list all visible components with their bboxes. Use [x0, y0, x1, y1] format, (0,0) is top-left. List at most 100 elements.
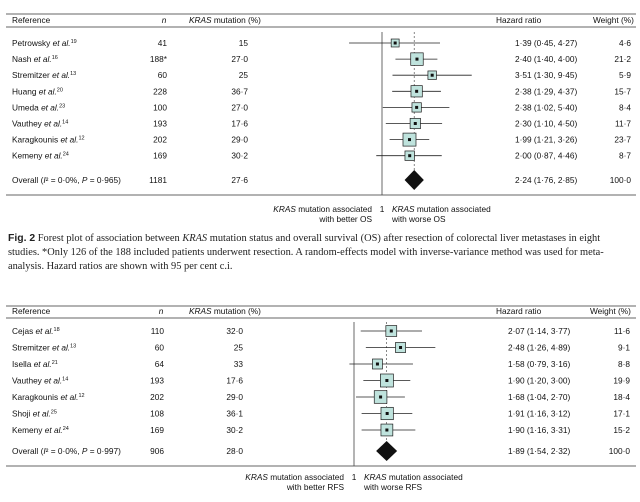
row-weight: 8·7 [619, 151, 631, 161]
row-weight: 18·4 [613, 392, 630, 402]
row-mutation: 29·0 [231, 135, 248, 145]
axis-label-right-2: with worse RFS [363, 482, 423, 492]
row-mutation: 30·2 [231, 151, 248, 161]
row-reference: Huang et al.20 [12, 86, 63, 96]
row-weight: 5·9 [619, 70, 631, 80]
row-mutation: 17·6 [226, 376, 243, 386]
point-estimate-dot [385, 379, 389, 382]
row-weight: 4·6 [619, 38, 631, 48]
point-estimate-dot [413, 122, 417, 125]
caption-lead: Fig. 2 [8, 233, 36, 244]
header-weight: Weight (%) [590, 306, 631, 316]
point-estimate-dot [415, 105, 419, 109]
point-estimate-dot [407, 138, 411, 142]
row-weight: 11·7 [615, 119, 631, 129]
row-hazard-ratio: 2·38 (1·29, 4·37) [515, 86, 577, 96]
header-weight: Weight (%) [593, 15, 634, 25]
axis-label-center: 1 [380, 204, 385, 214]
row-mutation: 27·0 [231, 54, 248, 64]
row-hazard-ratio: 2·48 (1·26, 4·89) [508, 343, 570, 353]
header-reference: Reference [12, 15, 51, 25]
overall-hazard-ratio: 2·24 (1·76, 2·85) [515, 175, 577, 185]
row-hazard-ratio: 1·58 (0·79, 3·16) [508, 359, 570, 369]
row-mutation: 17·6 [231, 119, 248, 129]
row-mutation: 27·0 [231, 102, 248, 112]
row-reference: Kemeny et al.24 [12, 151, 69, 161]
forest-plot-rfs-svg: Reference n KRAS mutation (%) Hazard ratio W… [6, 305, 636, 492]
row-n: 188* [150, 54, 168, 64]
point-estimate-dot [415, 89, 419, 93]
row-hazard-ratio: 1·39 (0·45, 4·27) [515, 38, 577, 48]
row-reference: Isella et al.21 [12, 359, 58, 369]
caption-part2: mutation status and overall survival (OS… [8, 233, 604, 272]
row-mutation: 15 [239, 38, 249, 48]
row-mutation: 36·1 [226, 409, 243, 419]
figure-caption: Fig. 2 Forest plot of association betwee… [8, 232, 634, 274]
row-weight: 15·2 [613, 425, 630, 435]
axis-label-left-2: with better OS [318, 214, 372, 224]
forest-plot-os-svg: Reference n KRAS mutation (%) Hazard ratio W… [6, 13, 636, 224]
overall-hazard-ratio: 1·89 (1·54, 2·32) [508, 446, 570, 456]
point-estimate-dot [375, 362, 379, 366]
row-hazard-ratio: 1·90 (1·20, 3·00) [508, 376, 570, 386]
row-hazard-ratio: 1·99 (1·21, 3·26) [515, 135, 577, 145]
row-reference: Vauthey et al.14 [12, 376, 68, 386]
row-mutation: 36·7 [231, 86, 248, 96]
row-hazard-ratio: 2·30 (1·10, 4·50) [515, 119, 577, 129]
row-mutation: 25 [234, 343, 244, 353]
row-weight: 15·7 [614, 86, 631, 96]
row-mutation: 30·2 [226, 425, 243, 435]
point-estimate-dot [385, 428, 389, 432]
overall-n: 906 [150, 446, 164, 456]
row-weight: 23·7 [614, 135, 631, 145]
axis-label-left-2: with better RFS [286, 482, 345, 492]
row-reference: Shoji et al.25 [12, 409, 57, 419]
caption-kras: KRAS [182, 233, 208, 244]
row-n: 60 [155, 343, 165, 353]
overall-diamond [404, 170, 424, 190]
point-estimate-dot [389, 329, 393, 333]
overall-weight: 100·0 [609, 446, 631, 456]
row-n: 64 [155, 359, 165, 369]
row-mutation: 25 [239, 70, 249, 80]
row-n: 60 [158, 70, 168, 80]
forest-plot-rfs: Reference n KRAS mutation (%) Hazard ratio W… [0, 300, 640, 502]
axis-label-center: 1 [352, 472, 357, 482]
overall-n: 1181 [149, 175, 167, 185]
row-n: 202 [150, 392, 164, 402]
row-weight: 9·1 [618, 343, 630, 353]
row-n: 169 [153, 151, 167, 161]
row-reference: Nash et al.16 [12, 54, 58, 64]
point-estimate-dot [379, 395, 383, 399]
header-n: n [162, 15, 167, 25]
point-estimate-dot [430, 73, 434, 77]
header-reference: Reference [12, 306, 51, 316]
axis-label-left-1: KRAS mutation associated [245, 472, 344, 482]
overall-label: Overall (I² = 0·0%, P = 0·965) [12, 175, 121, 185]
row-weight: 21·2 [614, 54, 631, 64]
row-hazard-ratio: 2·40 (1·40, 4·00) [515, 54, 577, 64]
overall-label: Overall (I² = 0·0%, P = 0·997) [12, 446, 121, 456]
point-estimate-dot [393, 41, 397, 45]
caption-part1: Forest plot of association between [35, 233, 183, 244]
row-mutation: 33 [234, 359, 244, 369]
header-mutation: KRAS mutation (%) [189, 306, 261, 316]
row-hazard-ratio: 1·68 (1·04, 2·70) [508, 392, 570, 402]
row-weight: 11·6 [614, 326, 630, 336]
row-hazard-ratio: 2·00 (0·87, 4·46) [515, 151, 577, 161]
row-n: 202 [153, 135, 167, 145]
row-hazard-ratio: 2·07 (1·14, 3·77) [508, 326, 570, 336]
row-n: 110 [151, 326, 165, 336]
header-n: n [159, 306, 164, 316]
header-hazard-ratio: Hazard ratio [496, 306, 542, 316]
overall-weight: 100·0 [610, 175, 632, 185]
row-n: 193 [150, 376, 164, 386]
axis-label-left-1: KRAS mutation associated [273, 204, 372, 214]
row-n: 100 [153, 102, 167, 112]
row-reference: Kemeny et al.24 [12, 425, 69, 435]
row-reference: Karagkounis et al.12 [12, 135, 85, 145]
header-hazard-ratio: Hazard ratio [496, 15, 542, 25]
row-n: 108 [150, 409, 164, 419]
row-n: 41 [158, 38, 168, 48]
row-weight: 8·8 [618, 359, 630, 369]
